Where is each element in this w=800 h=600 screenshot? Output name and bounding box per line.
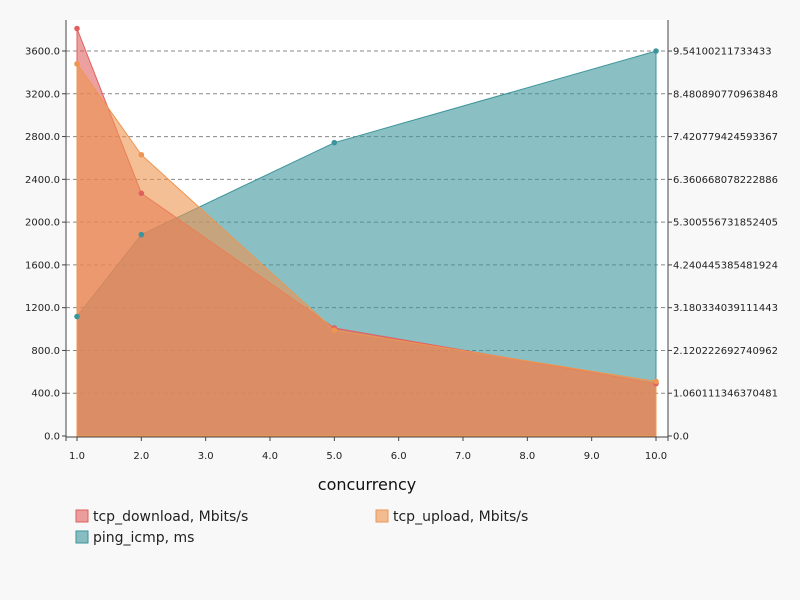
y-left-tick-label: 800.0 [31,346,60,357]
x-axis-title: concurrency [318,475,416,494]
legend-label-2: ping_icmp, ms [93,530,194,546]
x-tick-label: 8.0 [519,451,535,462]
y-right-tick-label: 8.480890770963848 [673,89,778,100]
y-right-tick-label: 7.420779424593367 [673,132,778,143]
x-tick-label: 10.0 [645,451,667,462]
y-left-tick-label: 1600.0 [25,260,60,271]
y-left-tick-label: 3200.0 [25,89,60,100]
y-right-tick-label: 6.360668078222886 [673,175,778,186]
y-left-tick-label: 400.0 [31,389,60,400]
x-tick-label: 7.0 [455,451,471,462]
data-point-series-0 [74,25,80,32]
y-right-tick-label: 5.300556731852405 [673,218,778,229]
data-point-series-2 [331,139,338,146]
data-point-series-2 [653,48,659,54]
x-tick-label: 9.0 [584,451,600,462]
legend-label-0: tcp_download, Mbits/s [93,509,248,525]
data-point-series-1 [74,61,80,67]
axes: 0.0 400.0 800.0 1200.0 1600.0 2000.0 2400.0 280… [25,20,778,462]
x-tick-label: 4.0 [262,451,278,462]
x-tick-label: 2.0 [133,451,149,462]
legend-swatch-0 [75,509,89,523]
data-points-layer [74,25,659,387]
y-left-tick-label: 2800.0 [25,132,60,143]
y-right-tick-label: 4.240445385481924 [673,260,778,271]
x-tick-label: 1.0 [69,451,85,462]
data-point-series-1 [653,378,659,385]
legend-label-1: tcp_upload, Mbits/s [393,509,528,525]
y-right-tick-label: 2.120222692740962 [673,346,778,357]
x-tick-label: 6.0 [391,451,407,462]
y-right-tick-label: 1.060111346370481 [673,389,778,400]
data-point-series-0 [138,190,145,197]
legend-swatch-1 [375,509,389,523]
x-tick-label: 5.0 [326,451,342,462]
y-left-tick-label: 2400.0 [25,175,60,186]
area-series-layer [76,28,657,437]
y-left-tick-label: 0.0 [44,432,60,443]
y-right-tick-label: 3.180334039111443 [673,303,778,314]
data-point-series-2 [138,231,145,238]
data-point-series-2 [74,313,80,320]
y-right-tick-label: 0.0 [673,432,689,443]
y-left-tick-label: 3600.0 [25,47,60,58]
x-tick-label: 3.0 [198,451,214,462]
legend-swatch-2 [75,530,89,544]
y-right-tick-label: 9.54100211733433 [673,47,772,58]
y-left-tick-label: 1200.0 [25,303,60,314]
data-point-series-1 [331,327,338,333]
legend: tcp_download, Mbits/s tcp_upload, Mbits/s… [75,509,528,546]
y-left-tick-label: 2000.0 [25,218,60,229]
data-point-series-1 [138,151,145,158]
